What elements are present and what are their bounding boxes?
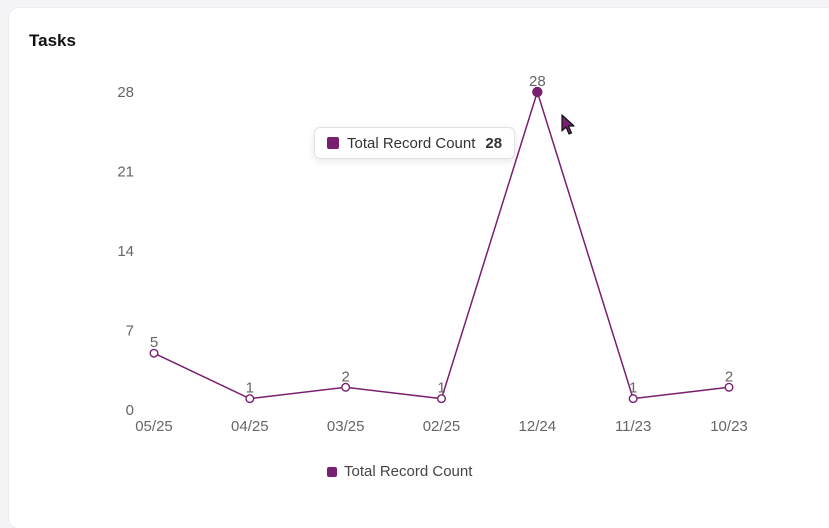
x-tick-label: 02/25	[423, 418, 461, 435]
data-label: 2	[725, 368, 733, 385]
chart-legend[interactable]: Total Record Count	[327, 463, 472, 480]
data-point	[149, 348, 159, 358]
chart-card	[9, 8, 829, 528]
data-label: 2	[341, 368, 349, 385]
chart-tooltip: Total Record Count 28	[314, 127, 516, 159]
y-tick-label: 7	[126, 323, 134, 340]
data-point	[437, 394, 447, 404]
data-point	[341, 382, 351, 392]
legend-swatch	[327, 466, 337, 477]
data-point	[628, 394, 638, 404]
y-tick-label: 28	[117, 84, 134, 101]
data-point	[724, 382, 734, 392]
data-point	[532, 86, 543, 98]
x-tick-label: 05/25	[135, 418, 173, 435]
y-tick-label: 0	[126, 402, 134, 419]
data-label: 5	[150, 334, 158, 351]
x-tick-label: 12/24	[519, 418, 557, 435]
x-tick-label: 03/25	[327, 418, 365, 435]
x-tick-label: 04/25	[231, 418, 269, 435]
tooltip-value: 28	[485, 134, 503, 152]
data-label: 1	[246, 380, 254, 397]
legend-label: Total Record Count	[344, 463, 473, 480]
x-tick-label: 11/23	[615, 418, 651, 435]
y-tick-label: 14	[117, 243, 134, 260]
tooltip-label: Total Record Count	[347, 134, 476, 152]
data-point	[245, 394, 255, 404]
data-label: 28	[529, 73, 546, 90]
y-tick-label: 21	[117, 164, 134, 181]
card-title: Tasks	[29, 31, 76, 50]
data-label: 1	[629, 380, 637, 397]
x-tick-label: 10/23	[710, 418, 748, 435]
tooltip-swatch	[327, 137, 339, 149]
mouse-cursor-icon	[561, 114, 575, 135]
data-label: 1	[437, 380, 445, 397]
